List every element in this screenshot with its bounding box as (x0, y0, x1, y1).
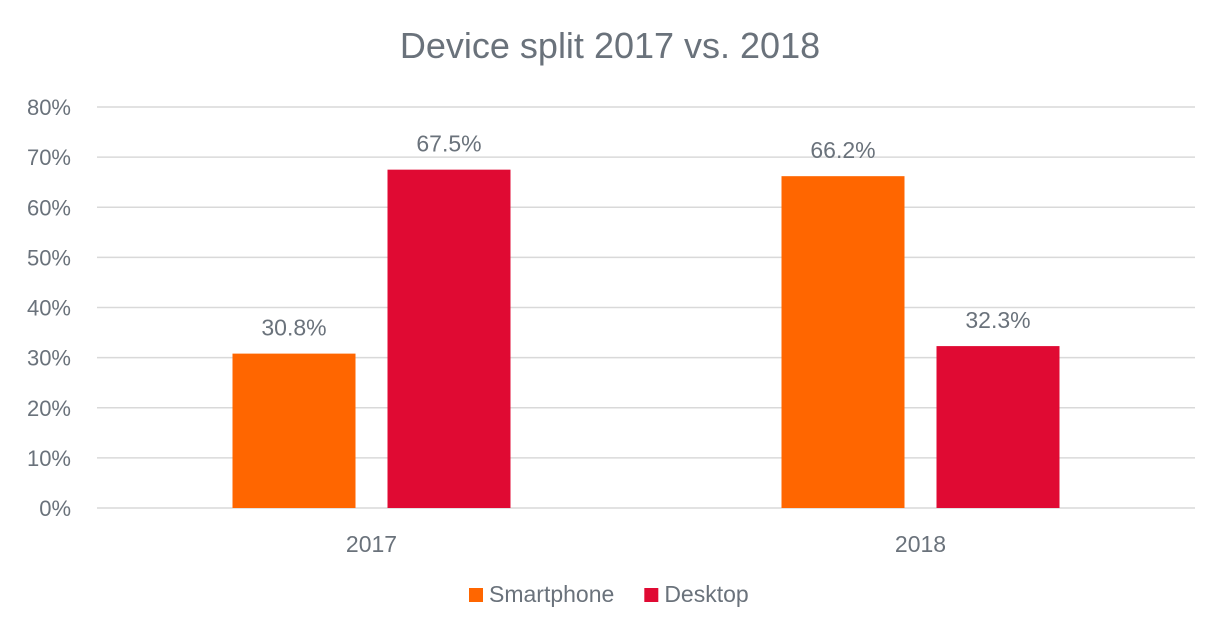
y-axis-ticks: 0% 10% 20% 30% 40% 50% 60% 70% 80% (27, 95, 71, 521)
x-category-label: 2017 (346, 531, 397, 557)
bar-desktop-2017 (387, 169, 511, 508)
data-labels: 30.8% 67.5% 66.2% 32.3% (261, 131, 1030, 341)
legend-label: Desktop (664, 581, 748, 607)
y-tick-label: 70% (27, 145, 71, 170)
y-tick-label: 20% (27, 396, 71, 421)
data-label: 32.3% (965, 307, 1030, 333)
y-tick-label: 40% (27, 296, 71, 321)
bars (232, 169, 1060, 509)
y-tick-label: 0% (39, 496, 71, 521)
chart-title: Device split 2017 vs. 2018 (400, 25, 820, 66)
bar-desktop-2018 (936, 346, 1060, 508)
data-label: 30.8% (261, 315, 326, 341)
bar-smartphone-2017 (232, 353, 356, 508)
x-category-label: 2018 (895, 531, 946, 557)
bar-smartphone-2018 (781, 176, 905, 509)
legend: Smartphone Desktop (469, 581, 749, 607)
x-axis-categories: 2017 2018 (346, 531, 946, 557)
y-tick-label: 50% (27, 245, 71, 270)
legend-swatch-smartphone (469, 588, 483, 602)
y-tick-label: 30% (27, 346, 71, 371)
y-tick-label: 60% (27, 195, 71, 220)
y-tick-label: 10% (27, 446, 71, 471)
data-label: 66.2% (810, 137, 875, 163)
data-label: 67.5% (416, 131, 481, 157)
legend-swatch-desktop (644, 588, 659, 602)
y-tick-label: 80% (27, 95, 71, 120)
legend-label: Smartphone (489, 581, 614, 607)
